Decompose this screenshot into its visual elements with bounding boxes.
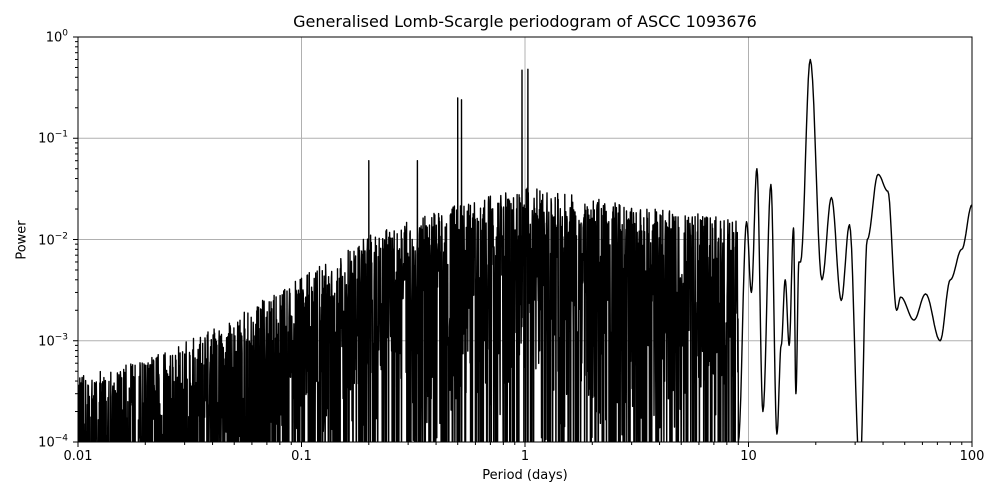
y-tick-label: 100 xyxy=(45,28,68,46)
y-tick-label: 10−4 xyxy=(38,433,68,451)
x-axis-label: Period (days) xyxy=(482,468,568,483)
x-tick-label: 1 xyxy=(520,449,530,464)
x-tick-label: 10 xyxy=(740,449,757,464)
y-tick-label: 10−3 xyxy=(38,332,68,350)
chart-title: Generalised Lomb-Scargle periodogram of … xyxy=(293,12,757,31)
y-tick-label: 10−2 xyxy=(38,231,68,248)
axes-frame xyxy=(77,36,973,443)
y-tick-label: 10−1 xyxy=(38,129,68,147)
x-tick-label: 0.01 xyxy=(63,449,93,464)
x-tick-label: 100 xyxy=(959,449,985,464)
x-tick-label: 0.1 xyxy=(291,449,312,464)
periodogram-line xyxy=(78,58,972,442)
